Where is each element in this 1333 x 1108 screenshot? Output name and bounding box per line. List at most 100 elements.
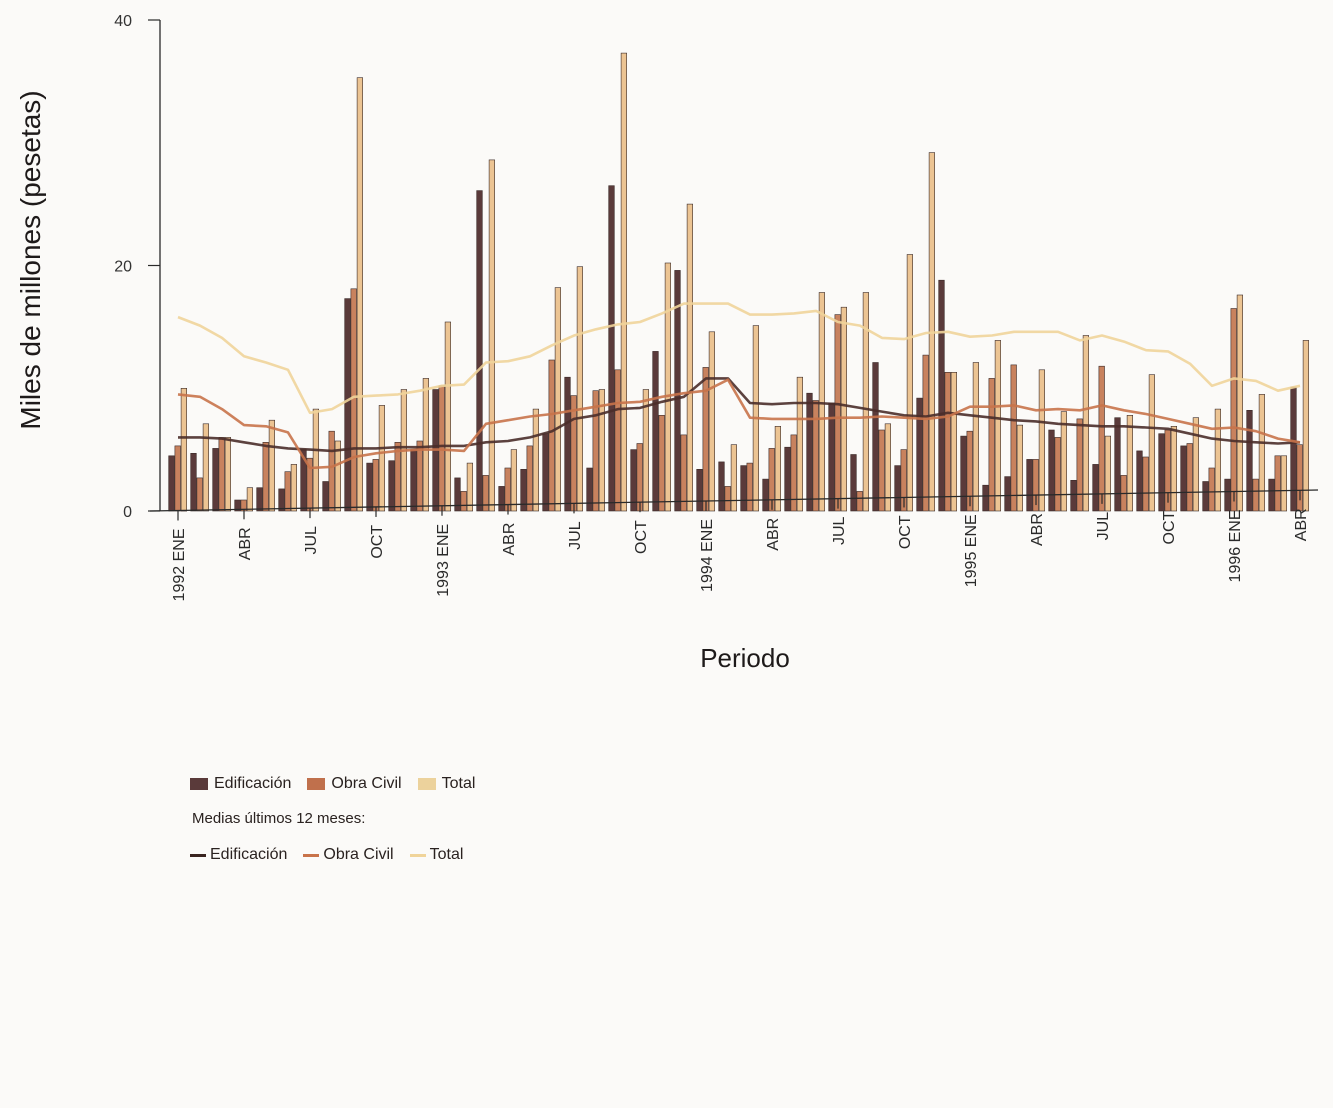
bar-edificaci-n bbox=[410, 449, 417, 512]
bar-total bbox=[1104, 435, 1111, 512]
bar-total bbox=[180, 387, 188, 512]
legend-line-obra-civil: Obra Civil bbox=[303, 846, 394, 864]
bar-edificaci-n bbox=[630, 449, 637, 512]
legend-label: Edificación bbox=[210, 846, 288, 863]
bar-edificaci-n bbox=[498, 486, 505, 512]
bar-edificaci-n bbox=[1224, 478, 1231, 512]
x-tick-label: ABR bbox=[237, 527, 254, 560]
legend-note: Medias últimos 12 meses: bbox=[192, 810, 366, 827]
line-edificaci-n-12m-average bbox=[178, 377, 1301, 453]
bar-obra-civil bbox=[328, 430, 335, 512]
bar-obra-civil bbox=[922, 354, 929, 512]
bar-edificaci-n bbox=[476, 190, 483, 512]
bar-edificaci-n bbox=[718, 461, 725, 512]
bar-obra-civil bbox=[658, 414, 665, 512]
legend-bars-row: Edificación Obra Civil Total bbox=[190, 772, 491, 796]
bar-obra-civil bbox=[416, 440, 423, 512]
bar-obra-civil bbox=[768, 448, 775, 512]
bar-edificaci-n bbox=[564, 376, 571, 512]
bar-total bbox=[268, 419, 276, 512]
bar-edificaci-n bbox=[1202, 481, 1209, 512]
legend-item-total: Total bbox=[417, 775, 475, 793]
bar-edificaci-n bbox=[212, 448, 219, 512]
bar-total bbox=[466, 462, 474, 512]
bar-edificaci-n bbox=[1048, 429, 1055, 512]
x-axis-title: Periodo bbox=[700, 643, 790, 673]
bar-total bbox=[862, 292, 869, 512]
bar-edificaci-n bbox=[1070, 479, 1077, 512]
bar-total bbox=[1280, 455, 1287, 512]
bar-total bbox=[884, 423, 891, 512]
bar-edificaci-n bbox=[1114, 417, 1121, 512]
legend-line-total: Total bbox=[409, 846, 463, 864]
bar-edificaci-n bbox=[960, 435, 967, 512]
x-axis-line bbox=[149, 489, 1319, 512]
bar-edificaci-n bbox=[1026, 459, 1033, 512]
bar-edificaci-n bbox=[586, 467, 593, 512]
bar-total bbox=[774, 425, 781, 512]
bar-total bbox=[1302, 340, 1309, 512]
y-tick-label: 40 bbox=[114, 13, 132, 30]
bar-total bbox=[620, 52, 627, 512]
legend-label: Obra Civil bbox=[331, 775, 402, 792]
bar-obra-civil bbox=[900, 449, 907, 512]
bar-obra-civil bbox=[1010, 364, 1017, 512]
bar-obra-civil bbox=[834, 314, 841, 512]
bar-edificaci-n bbox=[696, 468, 703, 512]
bar-edificaci-n bbox=[1004, 476, 1011, 512]
bar-total bbox=[576, 266, 583, 512]
bar-total bbox=[972, 362, 979, 512]
x-tick-label: JUL bbox=[303, 526, 320, 555]
bar-obra-civil bbox=[1186, 443, 1193, 512]
bar-obra-civil bbox=[262, 441, 269, 512]
bar-edificaci-n bbox=[322, 481, 329, 512]
x-tick-label: 1992 ENE bbox=[171, 529, 188, 602]
bar-obra-civil bbox=[1274, 455, 1281, 512]
bar-total bbox=[598, 389, 605, 512]
bar-total bbox=[664, 262, 671, 512]
x-tick-label: ABR bbox=[1029, 513, 1046, 546]
x-tick-label: OCT bbox=[1161, 510, 1178, 544]
bar-total bbox=[840, 306, 847, 512]
bar-total bbox=[510, 449, 518, 512]
bar-obra-civil bbox=[1098, 365, 1105, 512]
bar-edificaci-n bbox=[190, 452, 197, 512]
bar-total bbox=[422, 378, 430, 512]
bar-obra-civil bbox=[1076, 418, 1083, 512]
bar-obra-civil bbox=[724, 486, 731, 512]
bar-obra-civil bbox=[372, 459, 379, 512]
x-tick-label: OCT bbox=[633, 520, 650, 554]
bar-total bbox=[356, 77, 364, 512]
x-tick-label: OCT bbox=[897, 515, 914, 549]
bar-edificaci-n bbox=[366, 462, 373, 512]
bar-total bbox=[950, 371, 957, 512]
bar-edificaci-n bbox=[608, 185, 615, 512]
x-tick-label: JUL bbox=[567, 521, 584, 550]
bar-total bbox=[1148, 374, 1155, 512]
legend-lines-row: Edificación Obra Civil Total bbox=[190, 843, 491, 867]
bar-obra-civil bbox=[856, 491, 863, 512]
x-tick-label: 1995 ENE bbox=[963, 514, 980, 587]
bar-obra-civil bbox=[548, 359, 555, 512]
bar-total bbox=[994, 340, 1001, 512]
bar-total bbox=[1126, 414, 1133, 512]
bar-total bbox=[290, 464, 298, 512]
bar-edificaci-n bbox=[520, 468, 527, 512]
bar-edificaci-n bbox=[1246, 409, 1253, 512]
edificacion-swatch-icon bbox=[190, 778, 208, 790]
bar-obra-civil bbox=[570, 395, 577, 512]
bar-obra-civil bbox=[1208, 467, 1215, 512]
bar-obra-civil bbox=[636, 443, 643, 512]
bar-obra-civil bbox=[878, 429, 885, 512]
bar-total bbox=[1060, 411, 1067, 512]
bar-edificaci-n bbox=[234, 499, 241, 512]
bar-total bbox=[554, 287, 561, 512]
bar-obra-civil bbox=[174, 445, 181, 512]
bar-obra-civil bbox=[284, 471, 291, 512]
bar-total bbox=[378, 405, 386, 512]
line-obra-civil-12m-average bbox=[177, 378, 1301, 470]
x-tick-label: JUL bbox=[1095, 512, 1112, 541]
bar-edificaci-n bbox=[454, 477, 461, 512]
x-tick-label: ABR bbox=[1293, 508, 1310, 541]
bar-edificaci-n bbox=[938, 279, 945, 512]
